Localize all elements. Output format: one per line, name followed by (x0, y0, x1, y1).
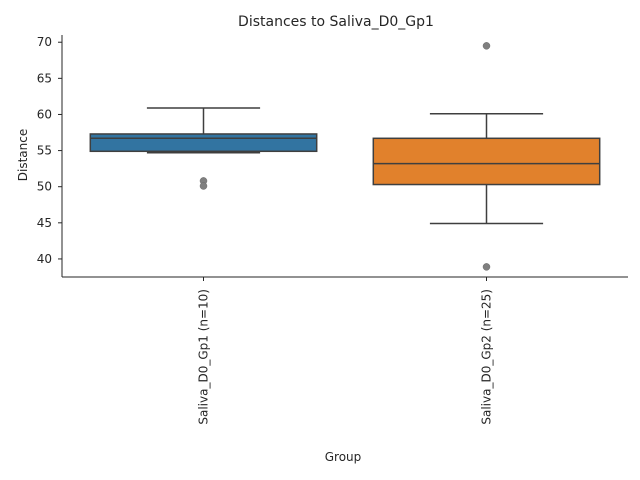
x-tick-label: Saliva_D0_Gp2 (n=25) (480, 289, 494, 425)
box-series (372, 42, 601, 271)
y-tick-label: 45 (37, 216, 52, 230)
outlier-point (199, 182, 208, 190)
axes: 40 45 50 55 60 65 70 Saliva_D0_Gp1 (n=10) Saliva… (37, 35, 628, 425)
y-tick-label: 60 (37, 107, 52, 121)
y-tick-label: 70 (37, 35, 52, 49)
y-tick-label: 40 (37, 252, 52, 266)
box-iqr (372, 137, 601, 186)
box-iqr (89, 133, 318, 153)
outlier-point (482, 263, 491, 271)
outlier-point (482, 42, 491, 50)
x-tick-label: Saliva_D0_Gp1 (n=10) (197, 289, 211, 425)
y-tick-label: 50 (37, 180, 52, 194)
y-tick-label: 55 (37, 144, 52, 158)
x-axis-label: Group (325, 450, 362, 464)
y-axis-label: Distance (16, 129, 30, 181)
box-series (89, 107, 318, 190)
plot-area (89, 42, 601, 271)
y-tick-label: 65 (37, 71, 52, 85)
chart-title: Distances to Saliva_D0_Gp1 (238, 14, 434, 30)
